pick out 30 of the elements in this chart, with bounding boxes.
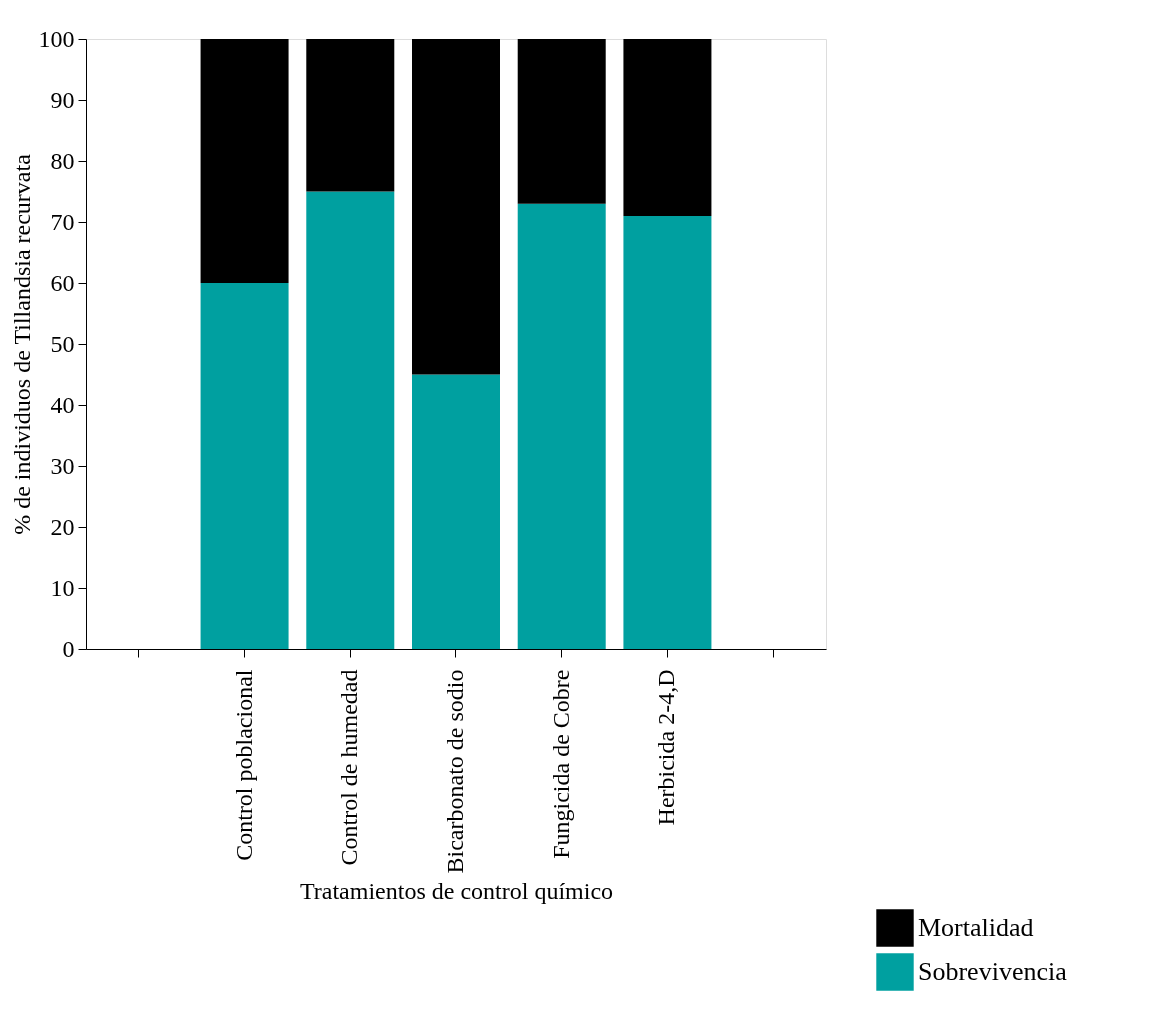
legend-label: Mortalidad: [918, 913, 1034, 942]
bar: [306, 39, 395, 192]
bar: [200, 39, 289, 283]
x-tick-label: Herbicida 2-4,D: [653, 669, 680, 826]
x-tick-label: Fungicida de Cobre: [547, 669, 574, 859]
y-tick-label: 10: [50, 574, 75, 601]
y-tick-label: 60: [50, 269, 75, 296]
y-tick-label: 0: [62, 635, 75, 662]
bar: [200, 283, 289, 649]
x-tick-label: Control poblacional: [230, 669, 257, 861]
y-tick-label: 20: [50, 513, 75, 540]
bar: [517, 203, 606, 649]
y-tick-label: 90: [50, 86, 75, 113]
y-tick-label: 40: [50, 391, 75, 418]
x-axis-title: Tratamientos de control químico: [299, 877, 614, 904]
y-axis-title: % de individuos de Tillandsia recurvata: [8, 153, 35, 535]
y-tick-label: 80: [50, 147, 75, 174]
bar: [306, 191, 395, 649]
bar: [623, 215, 712, 649]
y-tick-label: 30: [50, 452, 75, 479]
y-tick-label: 50: [50, 330, 75, 357]
y-tick-label: 70: [50, 208, 75, 235]
bar: [412, 39, 500, 375]
bar: [412, 374, 500, 649]
legend-label: Sobrevivencia: [918, 957, 1068, 986]
bar: [517, 39, 606, 204]
y-tick-label: 100: [38, 25, 75, 52]
x-tick-label: Bicarbonato de sodio: [442, 669, 468, 874]
bar: [623, 39, 712, 216]
x-tick-label: Control de humedad: [336, 669, 363, 866]
